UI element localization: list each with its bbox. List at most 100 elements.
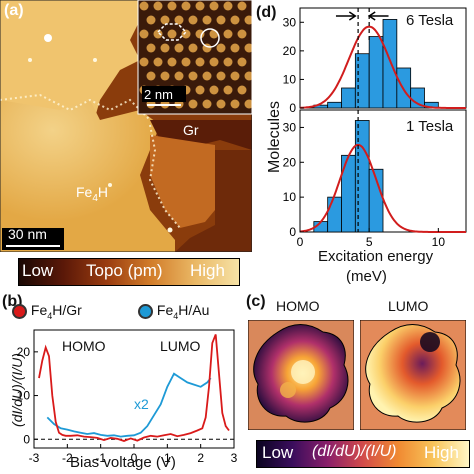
molecule-dot	[209, 29, 219, 39]
panel-c-letter: (c)	[246, 293, 266, 310]
molecule-dot	[167, 29, 177, 39]
molecule-dot	[160, 43, 170, 53]
molecule-dot	[202, 99, 212, 109]
y-tick-label: 30	[283, 15, 297, 29]
y-tick-label: 10	[283, 190, 297, 204]
x-tick-label: 10	[432, 235, 446, 249]
molecule-dot	[188, 99, 198, 109]
panel-b-spectra: -3 -2 -1 0 1 2 3 0 10 20	[17, 329, 238, 465]
map-colorbar-title: (dI/dU)/(I/U)	[312, 443, 397, 460]
histogram-bar	[382, 19, 398, 109]
molecule-dot	[195, 57, 205, 67]
molecule-dot	[188, 15, 198, 25]
panel-a-stm-image	[0, 0, 252, 252]
panel-a-letter: (a)	[4, 2, 24, 19]
molecule-dot	[174, 71, 184, 81]
x-tick-label: 0	[297, 235, 304, 249]
molecule-dot	[209, 1, 219, 11]
map-lumo-title: LUMO	[388, 298, 429, 314]
molecule-dot	[244, 43, 252, 53]
molecule-dot	[174, 43, 184, 53]
x-tick-label: 3	[231, 451, 238, 465]
topo-colorbar-high: High	[190, 261, 225, 280]
histogram-bar	[341, 87, 356, 109]
molecule-dot	[139, 29, 149, 39]
molecule-dot	[146, 71, 156, 81]
legend-fe4h-gr: Fe4H/Gr	[12, 302, 82, 321]
x-tick-label: -2	[62, 451, 73, 465]
gaussian-fit-line	[299, 25, 466, 109]
y-tick-label: 20	[283, 44, 297, 58]
label-1-tesla: 1 Tesla	[406, 118, 454, 135]
molecule-dot	[146, 15, 156, 25]
molecule-dot	[153, 29, 163, 39]
molecule-dot	[139, 1, 149, 11]
x-tick-label: -1	[95, 451, 106, 465]
au-scale-label: x2	[134, 396, 149, 412]
main-scalebar-label: 30 nm	[8, 226, 47, 242]
main-scalebar	[2, 228, 64, 250]
map-homo-title: HOMO	[276, 298, 320, 314]
molecule-dot	[237, 29, 247, 39]
spectrum-line	[38, 334, 230, 442]
topo-colorbar	[18, 258, 240, 286]
x-tick-label: 5	[366, 235, 373, 249]
shift-arrowhead-left	[348, 11, 357, 21]
spectra-ylabel: (dI/dU)/(I/U)	[9, 353, 25, 427]
molecule-dot	[230, 43, 240, 53]
molecule-dot	[237, 85, 247, 95]
inset-scalebar	[142, 86, 186, 102]
histogram-xlabel-line2: (meV)	[346, 268, 387, 285]
molecule-dot	[202, 15, 212, 25]
x-tick-label: -3	[29, 451, 40, 465]
map-colorbar	[256, 440, 470, 468]
molecule-dot	[139, 57, 149, 67]
topo-colorbar-title: Topo (pm)	[86, 261, 163, 280]
molecule-dot	[153, 1, 163, 11]
molecule-dot	[195, 29, 205, 39]
histogram-xlabel-line1: Excitation energy	[318, 248, 434, 265]
molecule-dot	[209, 57, 219, 67]
y-tick-label: 10	[17, 389, 31, 403]
histogram-bar	[327, 196, 342, 233]
molecule-dot	[209, 85, 219, 95]
panel-d-histograms: 0 10 20 30 0 10 20 30 0 5 10	[283, 7, 467, 249]
fe4h-label: Fe4H	[76, 184, 109, 204]
panel-d-letter: (d)	[256, 4, 277, 21]
homo-peak-label: HOMO	[62, 338, 106, 354]
molecule-dot	[230, 99, 240, 109]
inset-scalebar-label: 2 nm	[144, 87, 173, 102]
molecule-dot	[237, 1, 247, 11]
legend-au-marker	[138, 303, 153, 319]
legend-gr-marker	[12, 303, 27, 319]
molecule-dot	[202, 71, 212, 81]
y-tick-label: 0	[23, 432, 30, 446]
y-tick-label: 0	[289, 225, 296, 239]
graphene-label: Gr	[183, 122, 199, 138]
molecule-dot	[181, 57, 191, 67]
molecule-dot	[230, 71, 240, 81]
histogram-bar	[368, 36, 384, 109]
histogram-ylabel: Molecules	[266, 100, 283, 174]
molecule-dot	[223, 57, 233, 67]
molecule-dot	[160, 15, 170, 25]
molecule-dot	[216, 15, 226, 25]
molecule-dot	[167, 1, 177, 11]
histogram-bar	[327, 101, 342, 109]
map-colorbar-low: Low	[262, 443, 294, 462]
molecule-dot	[216, 71, 226, 81]
spectrum-line	[46, 372, 212, 438]
molecule-dot	[174, 15, 184, 25]
molecule-dot	[195, 85, 205, 95]
molecule-dot	[188, 71, 198, 81]
molecule-dot	[181, 29, 191, 39]
histogram-bar	[354, 53, 370, 109]
legend-fe4h-au: Fe4H/Au	[138, 302, 209, 321]
y-tick-label: 30	[283, 120, 297, 134]
x-tick-label: 2	[197, 451, 204, 465]
molecule-dot	[223, 1, 233, 11]
molecule-dot	[181, 1, 191, 11]
map-colorbar-high: High	[424, 443, 459, 462]
molecule-dot	[244, 15, 252, 25]
spectra-xlabel: Bias voltage (V)	[70, 454, 176, 471]
